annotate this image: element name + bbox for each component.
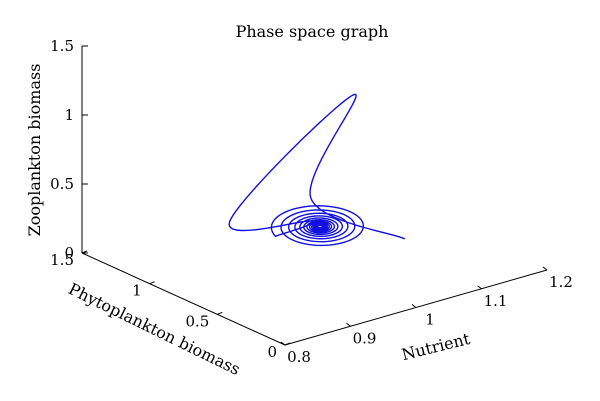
x-axis-label: Nutrient [400,329,473,364]
z-tick-label: 0.5 [50,175,74,193]
y-tick-label: 1.5 [50,251,74,269]
x-tick-label: 0.9 [353,329,377,347]
x-tick-mark [477,285,482,290]
x-tick-label: 1 [425,311,435,329]
y-tick-label: 0 [267,343,277,361]
y-tick-mark [81,250,88,254]
x-axis-ticks: 0.8 0.9 1 1.1 1.2 [280,266,573,366]
y-tick-mark [149,281,155,285]
y-tick-label: 1 [132,282,142,300]
x-tick-mark [346,322,351,327]
z-tick-label: 1 [64,106,74,124]
z-tick-label: 0 [64,244,74,262]
z-axis-ticks: 0 0.5 1 1.5 [50,37,88,262]
x-tick-label: 1.2 [549,273,573,291]
chart-title: Phase space graph [236,22,389,41]
y-axis-ticks: 0 0.5 1 1.5 [50,250,291,361]
x-tick-label: 1.1 [484,292,508,310]
x-tick-mark [280,341,286,346]
x-tick-mark [542,266,548,271]
axes [81,46,548,346]
y-axis-line [81,252,286,346]
y-tick-mark [217,311,223,315]
z-axis-label: Zooplankton biomass [25,64,44,237]
z-tick-label: 1.5 [50,37,74,55]
x-tick-label: 0.8 [287,348,311,366]
y-axis-label: Phytoplankton biomass [65,279,243,379]
x-tick-mark [411,304,417,308]
trajectory-line [228,93,406,247]
y-tick-mark [284,342,291,346]
y-tick-label: 0.5 [185,312,209,330]
